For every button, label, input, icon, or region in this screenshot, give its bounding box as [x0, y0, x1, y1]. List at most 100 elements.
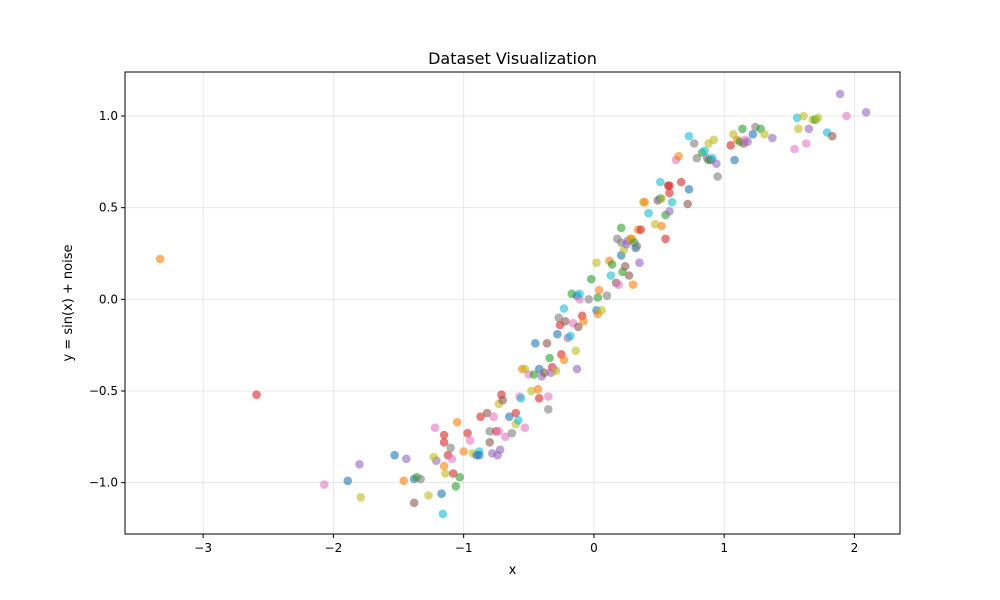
data-point	[842, 111, 851, 121]
data-point	[501, 432, 510, 442]
data-point	[485, 438, 495, 447]
data-points	[155, 89, 871, 519]
data-point	[439, 430, 449, 440]
data-point	[573, 322, 583, 332]
data-point	[430, 423, 440, 432]
data-point	[768, 133, 777, 143]
data-point	[409, 498, 419, 508]
y-tick-label: 1.0	[99, 109, 118, 123]
data-point	[507, 428, 517, 438]
data-point	[545, 353, 554, 363]
data-point	[343, 476, 353, 486]
axis-ticks: −3 −2 −1 0 1 2 −1.0 −0.5 0.0 0.5 1.0	[89, 109, 858, 555]
data-point	[155, 254, 165, 264]
data-point	[748, 130, 758, 139]
data-point	[861, 108, 871, 117]
data-point	[592, 258, 601, 267]
data-point	[355, 460, 364, 469]
data-point	[692, 153, 702, 163]
data-point	[438, 509, 448, 519]
x-tick-label: −1	[455, 541, 473, 555]
data-point	[553, 329, 562, 339]
data-point	[657, 194, 666, 203]
data-point	[529, 370, 539, 379]
data-point	[644, 208, 653, 218]
data-point	[447, 454, 457, 464]
data-point	[813, 113, 823, 123]
data-point	[650, 219, 660, 229]
data-point	[459, 447, 468, 456]
data-point	[665, 207, 674, 216]
data-point	[572, 364, 582, 374]
data-point	[566, 331, 575, 341]
data-point	[575, 289, 584, 299]
data-point	[665, 188, 674, 198]
data-point	[689, 139, 699, 148]
data-point	[540, 368, 549, 377]
x-tick-label: 1	[720, 541, 728, 555]
data-point	[794, 124, 803, 134]
chart-title: Dataset Visualization	[428, 49, 597, 68]
data-point	[579, 317, 588, 326]
data-point	[640, 197, 650, 207]
y-tick-label: 0.5	[99, 201, 118, 215]
data-point	[709, 135, 719, 145]
data-point	[530, 339, 540, 348]
data-point	[676, 177, 686, 187]
data-point	[799, 111, 808, 121]
data-point	[439, 461, 449, 471]
data-point	[495, 445, 505, 454]
data-point	[665, 181, 674, 190]
data-point	[455, 472, 465, 482]
data-point	[684, 185, 694, 194]
data-point	[465, 436, 475, 445]
data-point	[559, 355, 569, 365]
data-point	[551, 366, 561, 376]
data-point	[441, 469, 450, 478]
data-point	[835, 89, 845, 99]
data-point	[560, 317, 570, 326]
data-point	[544, 405, 553, 414]
data-point	[616, 223, 626, 233]
y-tick-label: 0.0	[99, 292, 118, 306]
data-point	[713, 172, 722, 181]
data-point	[504, 412, 514, 421]
data-point	[520, 423, 530, 432]
data-point	[667, 197, 677, 207]
data-point	[402, 454, 411, 464]
data-point	[628, 280, 638, 289]
data-point	[743, 137, 752, 146]
data-point	[792, 113, 802, 123]
data-point	[594, 285, 604, 295]
x-tick-label: 0	[590, 541, 598, 555]
data-point	[511, 408, 521, 418]
data-point	[514, 416, 523, 425]
data-point	[533, 384, 543, 394]
data-point	[726, 141, 735, 150]
data-point	[593, 293, 603, 302]
data-point	[632, 241, 642, 251]
data-point	[636, 225, 646, 234]
data-point	[494, 427, 504, 436]
data-point	[252, 390, 261, 399]
data-point	[399, 476, 409, 486]
data-point	[624, 271, 634, 280]
data-point	[498, 395, 508, 405]
data-point	[661, 234, 670, 244]
data-point	[516, 394, 526, 403]
data-point	[527, 386, 536, 396]
data-point	[635, 258, 644, 267]
data-point	[657, 221, 666, 231]
data-point	[485, 427, 495, 436]
x-tick-label: −2	[325, 541, 343, 555]
data-point	[554, 313, 564, 322]
data-point	[587, 274, 596, 284]
data-point	[542, 339, 552, 348]
data-point	[700, 146, 709, 156]
data-point	[544, 392, 553, 401]
data-point	[738, 124, 747, 134]
x-tick-label: 2	[851, 541, 859, 555]
